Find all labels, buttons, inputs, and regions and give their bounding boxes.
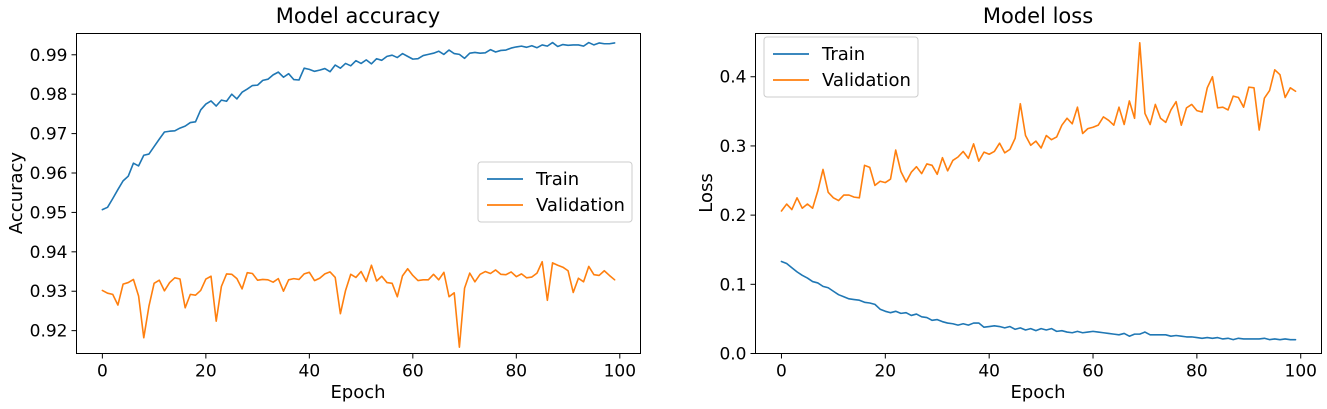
y-tick-label: 0.95 [30, 203, 68, 223]
y-tick-label: 0.98 [30, 85, 68, 105]
series-line-validation [780, 42, 1297, 212]
legend-label-validation: Validation [536, 195, 625, 216]
y-tick-label: 0.4 [719, 68, 746, 88]
legend-label-validation: Validation [822, 70, 911, 91]
legend-label-train: Train [535, 169, 579, 190]
y-tick-label: 0.0 [719, 345, 746, 365]
x-axis-label: Epoch [330, 382, 385, 403]
series-line-train [780, 260, 1297, 341]
x-tick-label: 20 [195, 362, 217, 382]
y-tick-label: 0.97 [30, 125, 68, 145]
series-lines [101, 41, 616, 348]
x-tick-label: 40 [978, 362, 1000, 382]
y-tick-label: 0.93 [30, 282, 68, 302]
legend: Train Validation [477, 161, 633, 223]
y-axis-label: Loss [696, 173, 717, 212]
y-tick-label: 0.96 [30, 164, 68, 184]
series-line-validation [101, 260, 616, 348]
x-tick-label: 80 [505, 362, 527, 382]
chart-title: Model loss [983, 4, 1093, 28]
loss-chart: Model loss Epoch Loss 0 20 40 60 80 100 0.0 0.1… [696, 4, 1322, 403]
series-lines [780, 42, 1297, 341]
x-tick-label: 60 [1082, 362, 1104, 382]
x-axis-label: Epoch [1010, 382, 1065, 403]
series-line-train [101, 41, 616, 211]
legend-box [763, 36, 919, 98]
y-tick-label: 0.92 [30, 322, 68, 342]
chart-title: Model accuracy [276, 4, 440, 28]
x-tick-label: 20 [874, 362, 896, 382]
y-tick-label: 0.1 [719, 275, 746, 295]
y-tick-label: 0.3 [719, 137, 746, 157]
x-tick-label: 100 [604, 362, 636, 382]
axis-ticks: 0 20 40 60 80 100 0.0 0.1 0.2 0.3 0.4 [719, 68, 1317, 382]
y-tick-label: 0.99 [30, 46, 68, 66]
y-tick-label: 0.94 [30, 243, 68, 263]
legend-label-train: Train [821, 44, 865, 65]
plot-frame [76, 33, 641, 354]
x-tick-label: 60 [402, 362, 424, 382]
plot-frame [755, 33, 1322, 354]
legend: Train Validation [763, 36, 919, 98]
x-tick-label: 40 [299, 362, 321, 382]
y-axis-label: Accuracy [6, 152, 27, 235]
axis-ticks: 0 20 40 60 80 100 0.92 0.93 0.94 0.95 0.96 0.97 0.98… [30, 46, 636, 382]
y-tick-label: 0.2 [719, 206, 746, 226]
accuracy-chart: Model accuracy Epoch Accuracy 0 20 40 60 80 1… [6, 4, 641, 403]
x-tick-label: 0 [776, 362, 787, 382]
x-tick-label: 0 [97, 362, 108, 382]
x-tick-label: 80 [1186, 362, 1208, 382]
x-tick-label: 100 [1285, 362, 1317, 382]
legend-box [477, 161, 633, 223]
